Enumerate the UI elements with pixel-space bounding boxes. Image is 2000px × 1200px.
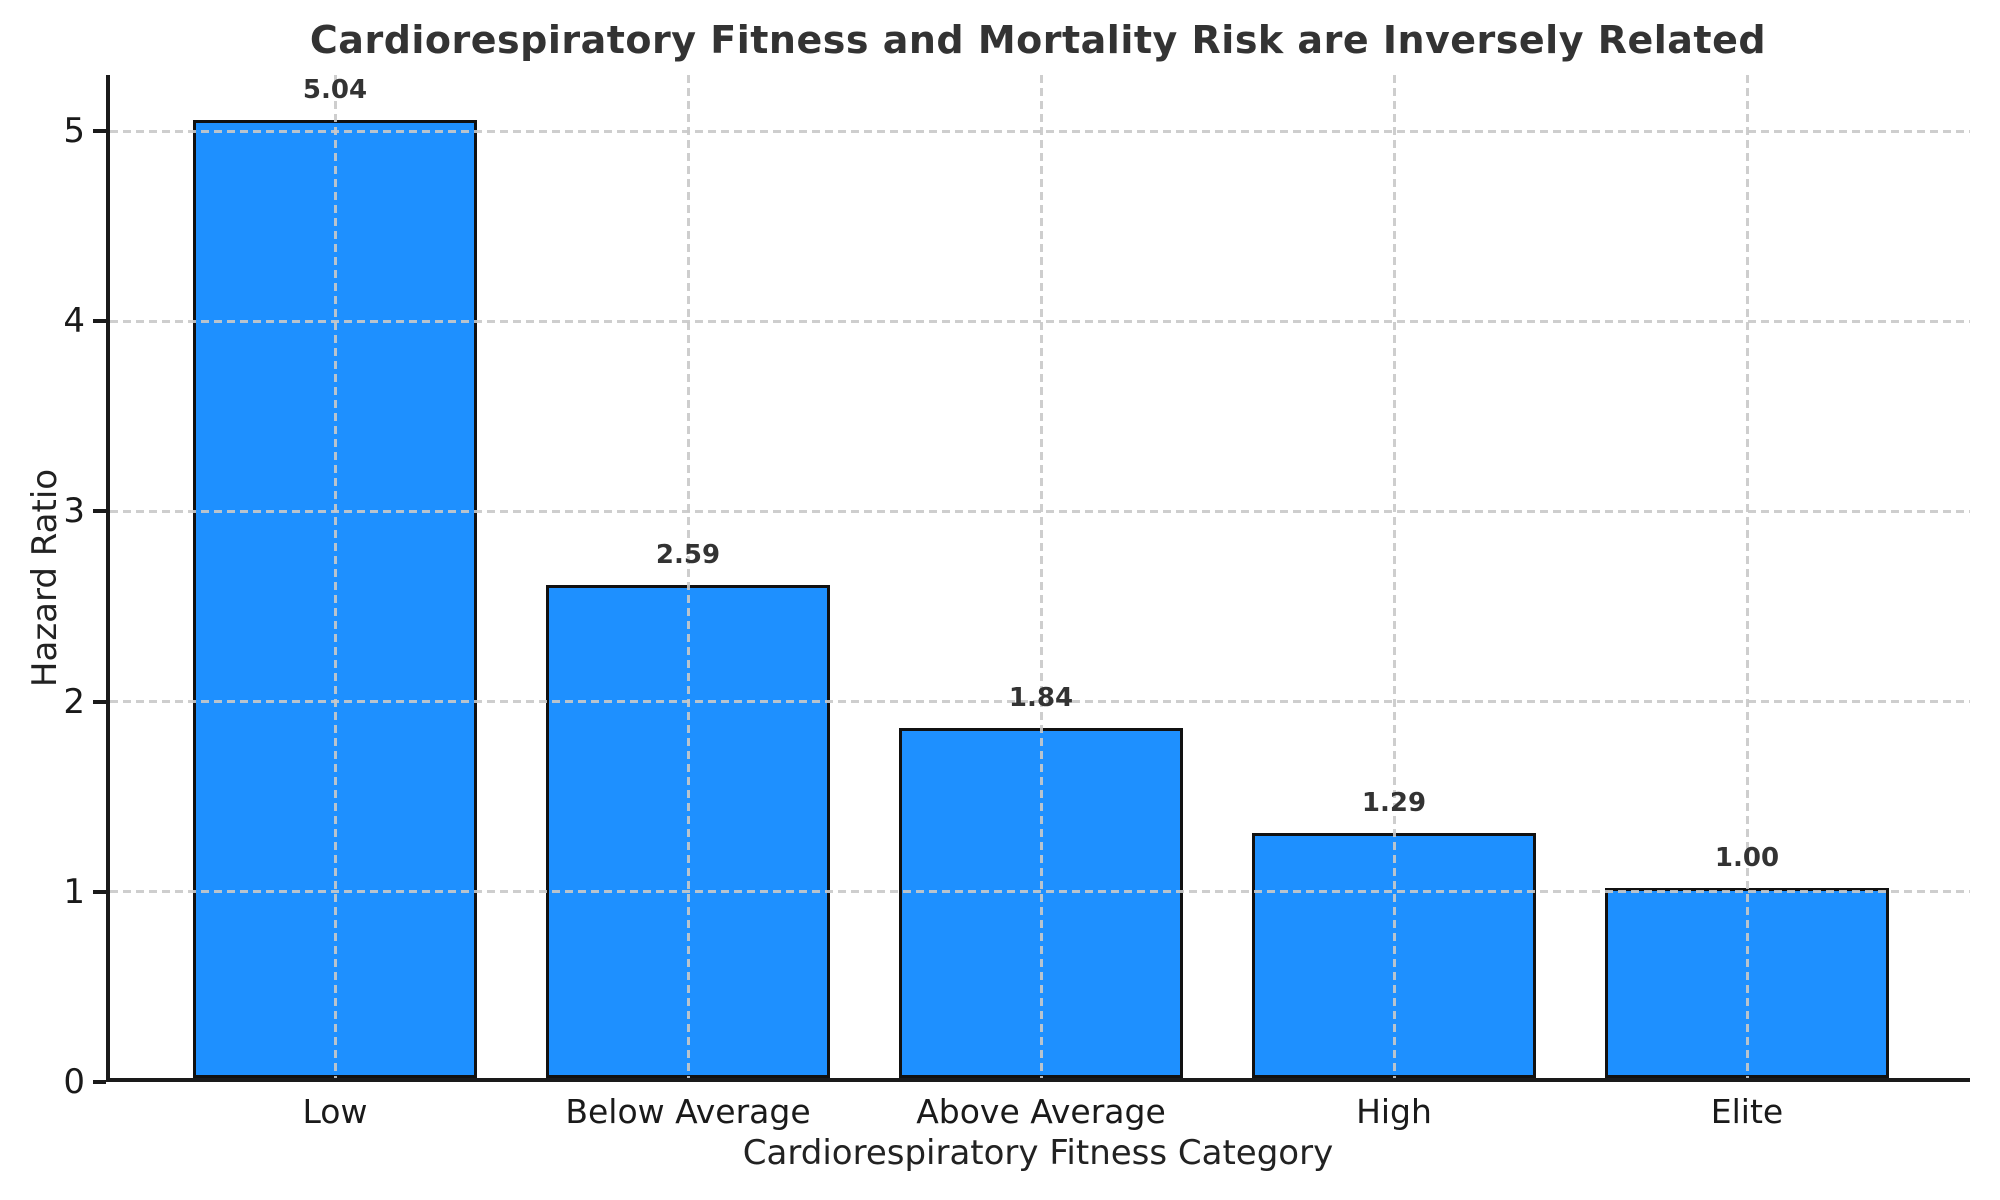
bar-value-label: 1.29: [1361, 787, 1427, 818]
y-tick-label: 1: [63, 871, 85, 912]
y-tick-mark: [93, 1080, 106, 1084]
bar-below-average: [546, 585, 830, 1078]
x-tick-label: High: [1356, 1092, 1432, 1131]
y-tick-mark: [93, 319, 106, 324]
bar-above-average: [899, 728, 1183, 1078]
chart-title: Cardiorespiratory Fitness and Mortality …: [309, 18, 1767, 62]
plot-area: 0 1 2 3 4 5 5.04 Low 2.59 Below Average 1.84 Above …: [63, 74, 1970, 1131]
x-axis-label: Cardiorespiratory Fitness Category: [742, 1133, 1334, 1173]
x-tick-label: Below Average: [565, 1092, 811, 1131]
x-tick-label: Above Average: [916, 1092, 1166, 1131]
bar-high: [1252, 832, 1536, 1078]
x-tick-label: Elite: [1710, 1092, 1784, 1131]
bar-value-label: 5.04: [302, 74, 368, 105]
y-tick-label: 0: [63, 1062, 85, 1102]
y-axis-label: Hazard Ratio: [25, 468, 65, 688]
bar-value-label: 1.00: [1714, 842, 1780, 873]
y-tick-label: 2: [63, 681, 85, 722]
y-tick-mark: [93, 509, 106, 514]
x-tick-label: Low: [302, 1092, 368, 1131]
bar-low: [193, 119, 477, 1078]
y-tick-mark: [93, 889, 106, 894]
bar-value-label: 1.84: [1008, 683, 1074, 714]
y-tick-label: 4: [63, 301, 85, 342]
bar-value-label: 2.59: [655, 540, 721, 571]
y-tick-label: 3: [63, 491, 85, 532]
y-tick-label: 5: [63, 111, 85, 152]
y-tick-mark: [93, 129, 106, 134]
y-tick-mark: [93, 699, 106, 704]
bar-elite: [1605, 887, 1889, 1078]
